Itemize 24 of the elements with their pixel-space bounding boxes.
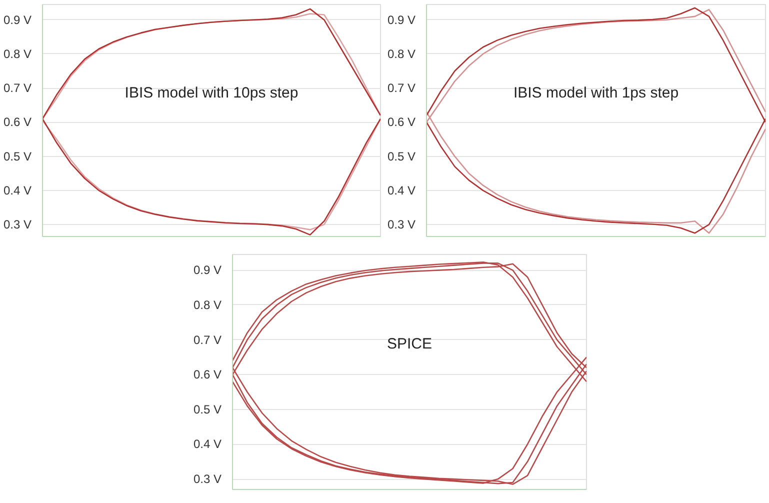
y-tick-label: 0.8 V xyxy=(3,46,32,61)
y-tick-label: 0.3 V xyxy=(193,472,222,486)
y-tick-label: 0.3 V xyxy=(3,218,32,232)
y-tick-label: 0.9 V xyxy=(193,263,222,278)
y-tick-label: 0.7 V xyxy=(193,332,222,347)
y-tick-label: 0.6 V xyxy=(387,115,416,130)
y-tick-label: 0.5 V xyxy=(387,149,416,164)
y-tick-label: 0.4 V xyxy=(387,183,416,198)
y-tick-label: 0.7 V xyxy=(3,81,32,96)
y-tick-label: 0.4 V xyxy=(193,437,222,452)
y-tick-label: 0.6 V xyxy=(3,115,32,130)
annotation: IBIS model with 10ps step xyxy=(124,84,298,102)
y-tick-label: 0.7 V xyxy=(387,81,416,96)
y-tick-label: 0.5 V xyxy=(3,149,32,164)
y-tick-label: 0.8 V xyxy=(387,46,416,61)
y-tick-label: 0.9 V xyxy=(387,12,416,27)
y-tick-label: 0.6 V xyxy=(193,368,222,382)
y-tick-label: 0.8 V xyxy=(193,298,222,312)
y-tick-label: 0.5 V xyxy=(193,402,222,416)
annotation: IBIS model with 1ps step xyxy=(513,84,679,102)
y-tick-label: 0.3 V xyxy=(387,218,416,232)
y-tick-label: 0.4 V xyxy=(3,183,32,198)
y-tick-label: 0.9 V xyxy=(3,12,32,27)
annotation: SPICE xyxy=(386,336,432,353)
